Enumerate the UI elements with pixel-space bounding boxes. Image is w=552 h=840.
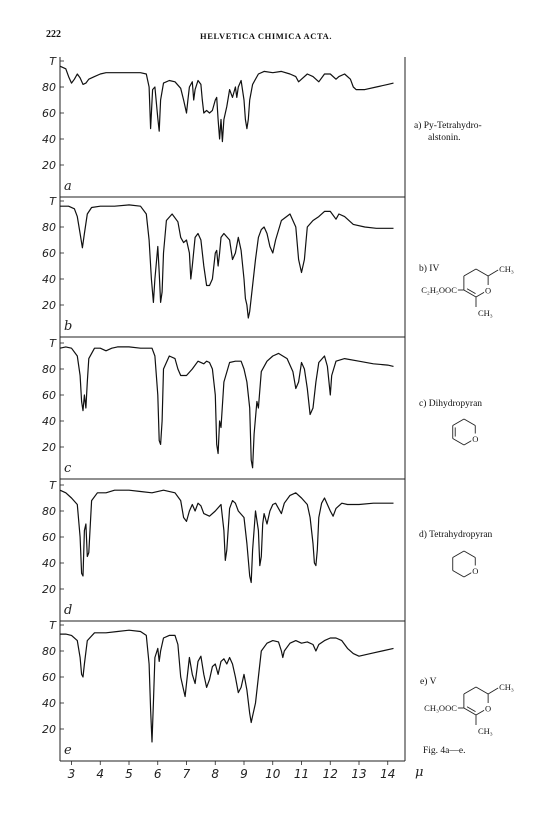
x-tick-label: 13 [351, 767, 366, 781]
compound-label-a: a) Py-Tetrahydro-alstonin. [414, 120, 482, 144]
spectrum-line-b [60, 204, 394, 319]
running-head: HELVETICA CHIMICA ACTA. [200, 31, 333, 41]
page-number: 222 [46, 29, 61, 40]
compound-label-d: d) Tetrahydropyran [419, 529, 492, 541]
ring-bond [452, 570, 465, 578]
compound-label-line: d) Tetrahydropyran [419, 530, 493, 540]
panel-letter: a [64, 179, 72, 194]
y-tick-label: T [49, 337, 57, 350]
y-tick-label: 80 [42, 221, 56, 234]
ring-bond [463, 268, 477, 277]
y-tick-label: T [49, 479, 57, 492]
ring-oxygen-label: O [485, 286, 491, 296]
y-tick-label: 60 [42, 107, 56, 120]
y-tick-label: T [49, 55, 57, 68]
ring-bond [463, 289, 477, 298]
y-tick-label: 20 [42, 299, 56, 312]
methyl-label-top: CH₃ [499, 264, 514, 274]
x-tick-label: 12 [323, 767, 338, 781]
ring-bond [463, 707, 477, 716]
y-tick-label: 20 [42, 441, 56, 454]
compound-label-line: c) Dihydropyran [419, 399, 483, 409]
methyl-bond [487, 269, 499, 277]
x-tick-label: 8 [211, 767, 219, 781]
y-tick-label: 20 [42, 159, 56, 172]
spectrum-line-a [59, 65, 394, 143]
ester-label: C₂H₅OOC [421, 285, 457, 295]
ring-double-bond [466, 288, 476, 295]
ring-oxygen-label: O [472, 566, 478, 576]
y-tick-label: 40 [42, 273, 56, 286]
ring-oxygen-label: O [485, 704, 491, 714]
y-tick-label: T [49, 195, 57, 208]
ring-oxygen-bg [471, 565, 480, 576]
compound-label-line: a) Py-Tetrahydro- [414, 121, 482, 131]
ring-bond [463, 686, 477, 695]
panel-letter: e [64, 743, 72, 758]
x-tick-label: 11 [294, 767, 309, 781]
panel-letter: b [64, 319, 72, 334]
y-tick-label: 80 [42, 645, 56, 658]
compound-label-line: e) V [420, 677, 437, 687]
spectrum-line-c [59, 346, 394, 469]
x-tick-label: 7 [183, 767, 191, 781]
y-tick-label: 80 [42, 363, 56, 376]
compound-label-line: b) IV [419, 264, 440, 274]
y-tick-label: 60 [42, 247, 56, 260]
x-tick-label: 5 [125, 767, 133, 781]
ring-bond [475, 686, 489, 695]
ester-label: CH₃OOC [424, 703, 457, 713]
compound-label-c: c) Dihydropyran [419, 398, 482, 410]
y-tick-label: 60 [42, 389, 56, 402]
x-tick-label: 14 [380, 767, 395, 781]
y-tick-label: 20 [42, 583, 56, 596]
spectrum-line-e [60, 629, 394, 743]
y-tick-label: 80 [42, 81, 56, 94]
y-tick-label: 40 [42, 557, 56, 570]
ring-oxygen-label: O [472, 434, 478, 444]
y-tick-label: 20 [42, 723, 56, 736]
y-tick-label: T [49, 619, 57, 632]
y-tick-label: 40 [42, 133, 56, 146]
methyl-bond [487, 687, 499, 695]
x-tick-label: 3 [68, 767, 76, 781]
spectrum-line-d [59, 489, 394, 584]
methyl-label-bottom: CH₃ [478, 726, 493, 736]
compound-label-e: e) V [420, 676, 436, 688]
y-tick-label: 40 [42, 697, 56, 710]
x-tick-label: 6 [154, 767, 162, 781]
compound-label-b: b) IV [419, 263, 439, 275]
panel-letter: c [64, 461, 72, 476]
ring-bond [452, 550, 465, 558]
panel-letter: d [64, 603, 72, 618]
y-tick-label: 60 [42, 531, 56, 544]
methyl-label-bottom: CH₃ [478, 308, 493, 318]
ring-bond [452, 418, 465, 426]
ring-double-bond [466, 706, 476, 713]
y-tick-label: 60 [42, 671, 56, 684]
tetrahydropyran-structure [452, 550, 476, 578]
methyl-label-top: CH₃ [499, 682, 514, 692]
y-tick-label: 80 [42, 505, 56, 518]
x-tick-label: 10 [265, 767, 281, 781]
ring-bond [463, 550, 476, 558]
ring-oxygen-bg [484, 703, 493, 713]
y-tick-label: 40 [42, 415, 56, 428]
x-tick-label: 9 [240, 767, 248, 781]
ring-bond [463, 418, 476, 426]
ring-bond [475, 268, 489, 277]
ring-oxygen-bg [484, 285, 493, 295]
x-unit-label: μ [415, 765, 423, 780]
ring-oxygen-bg [471, 433, 480, 444]
compound-label-line: alstonin. [428, 133, 461, 143]
figure-caption: Fig. 4a—e. [423, 746, 466, 756]
x-tick-label: 4 [96, 767, 104, 781]
ring-bond [452, 438, 465, 446]
